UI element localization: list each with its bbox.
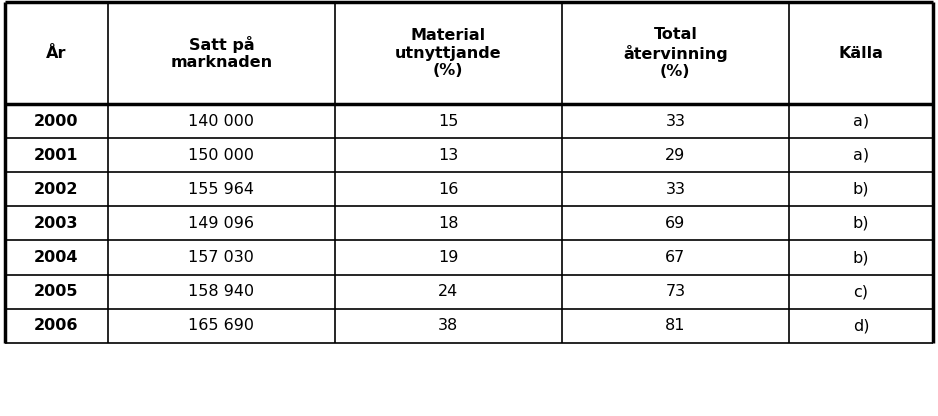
Text: 158 940: 158 940 — [189, 284, 254, 299]
Text: a): a) — [853, 148, 870, 163]
Text: Material
utnyttjande
(%): Material utnyttjande (%) — [395, 28, 502, 78]
Text: Satt på
marknaden: Satt på marknaden — [171, 36, 272, 70]
Text: 157 030: 157 030 — [189, 250, 254, 265]
Text: 2001: 2001 — [34, 148, 79, 163]
Text: 2002: 2002 — [34, 182, 79, 197]
Text: År: År — [46, 45, 67, 61]
Text: 155 964: 155 964 — [189, 182, 254, 197]
Text: b): b) — [853, 182, 870, 197]
Text: 24: 24 — [438, 284, 459, 299]
Text: 18: 18 — [438, 216, 459, 231]
Text: 140 000: 140 000 — [189, 114, 254, 129]
Text: d): d) — [853, 318, 870, 333]
Text: Total
återvinning
(%): Total återvinning (%) — [623, 27, 728, 79]
Text: b): b) — [853, 250, 870, 265]
Text: 2003: 2003 — [34, 216, 79, 231]
Text: 73: 73 — [665, 284, 686, 299]
Text: b): b) — [853, 216, 870, 231]
Text: 33: 33 — [665, 182, 686, 197]
Text: 2005: 2005 — [34, 284, 79, 299]
Text: 67: 67 — [665, 250, 686, 265]
Text: c): c) — [854, 284, 869, 299]
Text: 149 096: 149 096 — [189, 216, 254, 231]
Text: 33: 33 — [665, 114, 686, 129]
Text: 2000: 2000 — [34, 114, 79, 129]
Text: 150 000: 150 000 — [189, 148, 254, 163]
Text: 69: 69 — [665, 216, 686, 231]
Text: 15: 15 — [438, 114, 459, 129]
Text: 29: 29 — [665, 148, 686, 163]
Text: 165 690: 165 690 — [189, 318, 254, 333]
Text: 38: 38 — [438, 318, 459, 333]
Text: 2004: 2004 — [34, 250, 79, 265]
Text: Källa: Källa — [839, 45, 884, 61]
Text: 19: 19 — [438, 250, 459, 265]
Text: 2006: 2006 — [34, 318, 79, 333]
Text: 13: 13 — [438, 148, 459, 163]
Text: a): a) — [853, 114, 870, 129]
Text: 16: 16 — [438, 182, 459, 197]
Text: 81: 81 — [665, 318, 686, 333]
